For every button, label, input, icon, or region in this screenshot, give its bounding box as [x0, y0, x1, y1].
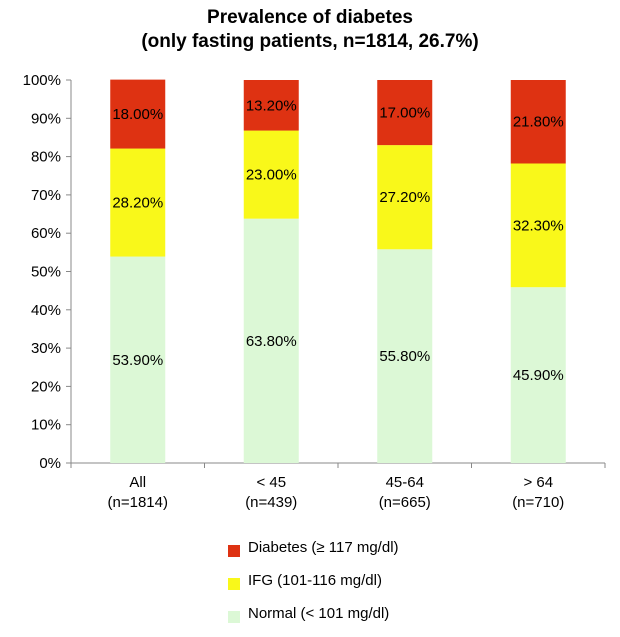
- y-tick-label: 30%: [31, 340, 61, 357]
- y-tick-label: 40%: [31, 302, 61, 319]
- y-tick-label: 0%: [39, 455, 61, 472]
- y-tick-label: 10%: [31, 417, 61, 434]
- x-tick-label: > 64: [523, 474, 553, 491]
- y-tick-label: 80%: [31, 149, 61, 166]
- x-tick-label: (n=1814): [108, 494, 168, 511]
- bar-segment: [110, 79, 166, 149]
- data-label: 17.00%: [379, 105, 430, 122]
- stacked-bar-chart: 0% 10% 20% 30% 40% 50% 60% 70% 80% 90% 100% 53.90% 2…: [23, 72, 606, 511]
- data-label: 27.20%: [379, 189, 430, 206]
- bar-segment: [510, 80, 566, 164]
- data-label: 55.80%: [379, 348, 430, 365]
- x-tick-label: (n=710): [512, 494, 564, 511]
- data-label: 53.90%: [112, 352, 163, 369]
- bar-segment: [377, 145, 433, 250]
- y-tick-label: 70%: [31, 187, 61, 204]
- legend-label-ifg: IFG (101-116 mg/dl): [248, 572, 382, 589]
- chart-title-line-2: (only fasting patients, n=1814, 26.7%): [141, 31, 479, 52]
- data-label: 13.20%: [246, 97, 297, 114]
- x-tick-label: 45-64: [386, 474, 424, 491]
- data-label: 32.30%: [513, 217, 564, 234]
- bar-segment: [510, 287, 566, 463]
- y-tick-label: 100%: [23, 72, 61, 89]
- legend-swatch-normal: [228, 611, 240, 623]
- data-label: 28.20%: [112, 195, 163, 212]
- y-tick-label: 60%: [31, 225, 61, 242]
- bar-segment: [110, 256, 166, 463]
- bar-segment: [243, 218, 299, 463]
- x-tick-label: All: [129, 474, 146, 491]
- x-tick-label: (n=665): [379, 494, 431, 511]
- bar-segment: [377, 80, 433, 146]
- x-tick-label: (n=439): [245, 494, 297, 511]
- data-label: 18.00%: [112, 106, 163, 123]
- legend-swatch-diabetes: [228, 545, 240, 557]
- bar-segment: [110, 148, 166, 257]
- bar-segment: [377, 249, 433, 463]
- bar-segment: [243, 80, 299, 131]
- data-label: 21.80%: [513, 114, 564, 131]
- legend-label-normal: Normal (< 101 mg/dl): [248, 605, 390, 622]
- data-label: 45.90%: [513, 367, 564, 384]
- bar-segment: [243, 130, 299, 219]
- bar-segment: [510, 163, 566, 288]
- x-tick-label: < 45: [256, 474, 286, 491]
- legend-label-diabetes: Diabetes (≥ 117 mg/dl): [248, 539, 399, 556]
- chart-title: Prevalence of diabetes (only fasting pat…: [0, 6, 620, 54]
- data-label: 23.00%: [246, 167, 297, 184]
- y-tick-label: 20%: [31, 378, 61, 395]
- y-tick-label: 90%: [31, 110, 61, 127]
- legend-swatch-ifg: [228, 578, 240, 590]
- chart-title-line-1: Prevalence of diabetes: [207, 7, 413, 28]
- y-tick-label: 50%: [31, 264, 61, 281]
- data-label: 63.80%: [246, 333, 297, 350]
